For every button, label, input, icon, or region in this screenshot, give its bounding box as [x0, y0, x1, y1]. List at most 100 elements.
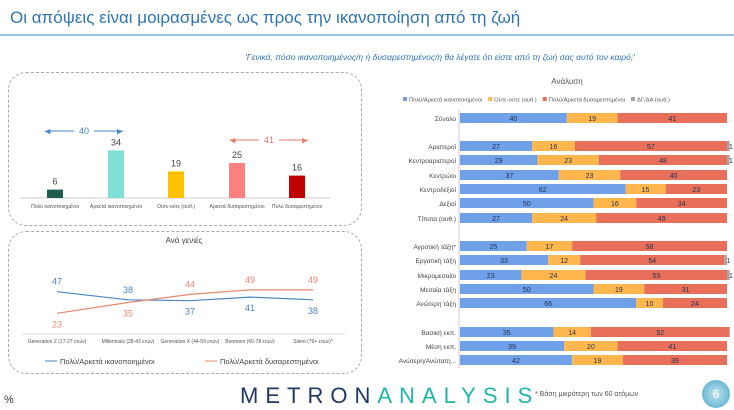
chart-title: Ανά γενιές	[166, 236, 203, 245]
data-label: 29	[495, 158, 503, 165]
data-label: 62	[539, 187, 547, 194]
chart-title: Ανάλυση	[551, 77, 582, 86]
annotation-label: 41	[264, 135, 274, 145]
bar-segment	[636, 298, 663, 308]
data-label: 57	[647, 144, 655, 151]
bar-segment	[553, 327, 591, 337]
category-label: Βασική εκπ.	[421, 330, 456, 337]
data-label: 25	[489, 244, 497, 251]
data-label: 49	[658, 216, 666, 223]
bar-segment	[625, 184, 666, 194]
data-label: 19	[594, 358, 602, 365]
data-label: 40	[670, 173, 678, 180]
data-label: 12	[560, 258, 568, 265]
bar-segment	[580, 255, 725, 265]
bar	[47, 189, 63, 198]
data-label: 23	[52, 319, 62, 329]
data-label: 24	[560, 216, 568, 223]
bar	[229, 163, 245, 198]
data-label: 16	[292, 163, 302, 173]
tick-label: Ούτε-ούτε (αυθ.)	[157, 204, 195, 210]
bar-segment	[598, 155, 727, 165]
bar-segment	[727, 155, 730, 165]
category-label: Εργατική τάξη	[416, 257, 457, 265]
legend-label: Πολύ/Αρκετά δυσαρεστημένοι	[220, 357, 319, 366]
data-label: 38	[123, 285, 133, 295]
bar-segment	[596, 213, 727, 223]
bar-segment	[460, 141, 533, 151]
data-label: 42	[512, 358, 520, 365]
category-label: Ανώτερη τάξη	[416, 300, 456, 308]
bar-segment	[526, 241, 573, 251]
legend-label: Πολύ/Αρκετά ικανοποιημένοι	[409, 97, 483, 104]
series-line	[56, 291, 314, 302]
category-label: Αριστεροί	[428, 143, 456, 151]
annotation-label: 40	[79, 126, 89, 136]
tick-label: Πολύ ικανοποιημένοι	[31, 203, 79, 210]
data-label: 27	[492, 144, 500, 151]
bar-segment	[558, 170, 621, 180]
tick-label: Πολύ δυσαρεστημένοι	[272, 203, 323, 210]
arrowhead-icon: ▶	[117, 129, 123, 136]
legend-swatch	[488, 97, 493, 101]
data-label: 23	[487, 273, 495, 280]
data-label: 35	[123, 309, 133, 319]
arrowhead-icon: ◀	[45, 129, 51, 136]
category-label: Ανώτερη/Ανώτατη...	[399, 357, 457, 365]
bar-segment	[593, 284, 645, 294]
data-label: 10	[646, 301, 654, 308]
bar-segment	[537, 155, 599, 165]
data-label: 41	[245, 303, 255, 313]
data-label: 19	[171, 158, 181, 168]
data-label: 1	[729, 144, 733, 151]
bar-segment	[572, 355, 623, 365]
legend-swatch	[631, 97, 636, 101]
data-label: 17	[546, 244, 554, 251]
data-label: 41	[668, 116, 676, 123]
bar-segment	[460, 270, 522, 280]
data-label: 37	[185, 307, 195, 317]
tick-label: Αρκετά ικανοποιημένοι	[90, 203, 142, 210]
series-line	[56, 289, 313, 314]
data-label: 50	[523, 287, 531, 294]
category-label: Δεξιοί	[439, 200, 456, 208]
metron-analysis-logo: METRONANALYSIS	[240, 383, 540, 408]
data-label: 48	[659, 158, 667, 165]
bar-segment	[644, 284, 727, 294]
data-label: 20	[587, 344, 595, 351]
bar-segment	[566, 113, 618, 123]
bar-segment	[572, 241, 727, 251]
bar-segment	[460, 113, 567, 123]
overall-chart-frame	[8, 72, 362, 226]
data-label: 6	[52, 177, 57, 187]
data-label: 40	[510, 116, 518, 123]
bar-segment	[727, 270, 730, 280]
data-label: 33	[500, 258, 508, 265]
data-label: 23	[586, 173, 594, 180]
bar-segment	[636, 198, 727, 208]
data-label: 24	[550, 273, 558, 280]
data-label: 23	[564, 158, 572, 165]
bar-segment	[460, 355, 573, 365]
category-label: Μικρομεσαίοι	[418, 272, 457, 280]
data-label: 1	[729, 158, 733, 165]
data-label: 16	[611, 201, 619, 208]
data-label: 31	[682, 287, 690, 294]
data-label: 54	[648, 258, 656, 265]
legend-label: Πολύ/Αρκετά δυσαρεστημένοι	[549, 97, 626, 104]
data-label: 14	[568, 330, 576, 337]
footnote: * Βάση μικρότερη των 60 ατόμων	[535, 391, 639, 398]
bar-segment	[460, 255, 549, 265]
data-label: 27	[492, 216, 500, 223]
data-label: 39	[508, 344, 516, 351]
generations-chart-frame	[8, 231, 362, 374]
bar-segment	[532, 213, 597, 223]
data-label: 66	[544, 301, 552, 308]
category-label: Σύνολο	[435, 115, 456, 123]
divider	[0, 34, 734, 36]
bar-segment	[590, 327, 730, 337]
data-label: 25	[232, 150, 242, 160]
data-label: 1	[729, 273, 733, 280]
bar-segment	[617, 341, 727, 351]
bar-segment	[460, 184, 626, 194]
